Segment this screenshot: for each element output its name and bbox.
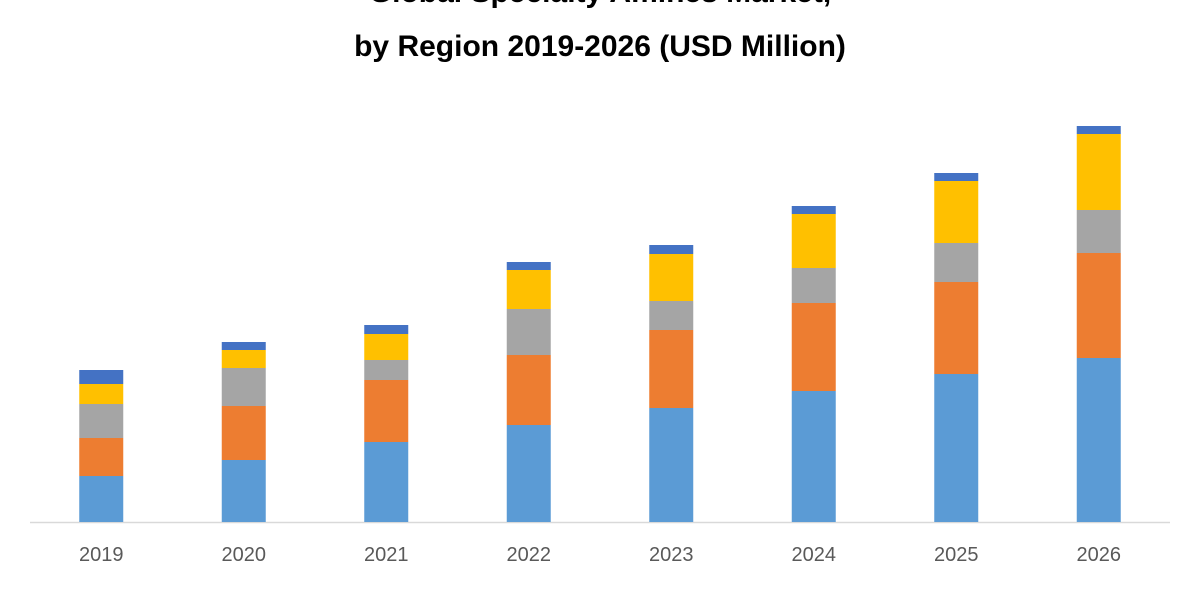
x-tick-label: 2020 (222, 544, 267, 566)
bar-segment (791, 206, 836, 214)
bar-segment (649, 301, 694, 330)
bar-segment (506, 270, 551, 309)
bar-segment (79, 438, 124, 476)
bar-segment (791, 268, 836, 303)
bar-segment (649, 245, 694, 254)
bar-segment (934, 243, 979, 282)
bar-segment (791, 303, 836, 391)
bar-segment (79, 370, 124, 384)
bar-segment (221, 406, 266, 460)
bar-segment (79, 404, 124, 438)
bar-segment (506, 355, 551, 425)
bar-segment (221, 460, 266, 522)
bar-segment (1076, 126, 1121, 134)
bar-segment (221, 342, 266, 350)
bar-segment (791, 391, 836, 522)
x-tick-label: 2024 (792, 544, 837, 566)
bar-segment (364, 334, 409, 360)
bar-segment (934, 173, 979, 181)
x-tick-label: 2022 (507, 544, 552, 566)
bar-segment (221, 350, 266, 368)
bar-segment (1076, 134, 1121, 210)
bar-segment (649, 408, 694, 522)
chart-title-line: Global Specialty Amines Market, (369, 0, 831, 9)
bar-segment (506, 425, 551, 522)
bar-segment (506, 309, 551, 355)
bar-segment (506, 262, 551, 270)
bar-segment (364, 360, 409, 380)
chart-title-line: by Region 2019-2026 (USD Million) (354, 30, 846, 63)
x-tick-label: 2026 (1077, 544, 1122, 566)
bar-segment (934, 374, 979, 522)
bar-segment (79, 476, 124, 522)
x-tick-label: 2019 (79, 544, 124, 566)
x-tick-label: 2023 (649, 544, 694, 566)
bar-segment (934, 181, 979, 243)
bar-segment (1076, 210, 1121, 253)
x-tick-label: 2021 (364, 544, 409, 566)
bar-segment (649, 330, 694, 408)
bar-segment (1076, 253, 1121, 358)
bar-segment (1076, 358, 1121, 522)
bar-segment (364, 442, 409, 522)
bar-segment (791, 214, 836, 268)
bar-segment (364, 380, 409, 442)
bar-segment (364, 325, 409, 334)
bar-segment (79, 384, 124, 404)
x-tick-label: 2025 (934, 544, 979, 566)
bar-segment (934, 282, 979, 374)
bar-segment (649, 254, 694, 301)
bar-segment (221, 368, 266, 406)
